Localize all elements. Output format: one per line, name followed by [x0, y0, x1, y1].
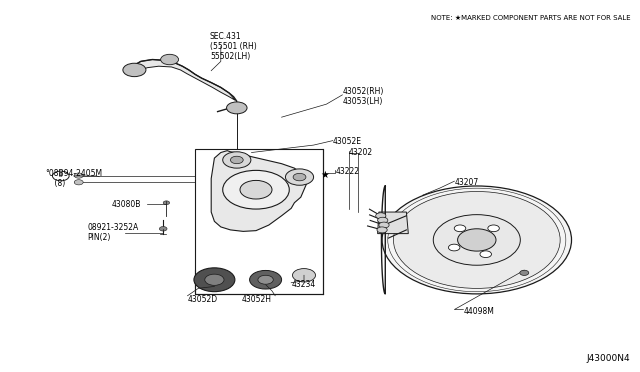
Circle shape [240, 180, 272, 199]
Circle shape [285, 169, 314, 185]
Text: 44098M: 44098M [463, 307, 494, 316]
Polygon shape [378, 212, 408, 234]
Circle shape [520, 270, 529, 275]
Polygon shape [211, 151, 307, 231]
Text: 43052H: 43052H [242, 295, 272, 304]
Circle shape [250, 270, 282, 289]
Circle shape [488, 225, 499, 232]
Circle shape [205, 274, 224, 285]
Circle shape [433, 215, 520, 265]
Text: SEC.431
(55501 (RH)
55502(LH): SEC.431 (55501 (RH) 55502(LH) [210, 32, 257, 61]
Circle shape [74, 180, 83, 185]
Circle shape [123, 63, 146, 77]
Polygon shape [131, 60, 236, 100]
Text: 43052(RH)
43053(LH): 43052(RH) 43053(LH) [342, 87, 384, 106]
Text: ★: ★ [321, 170, 330, 180]
Bar [195, 149, 323, 294]
Circle shape [376, 213, 386, 219]
Circle shape [480, 251, 492, 257]
Text: 43080B: 43080B [112, 200, 141, 209]
Circle shape [458, 229, 496, 251]
Circle shape [161, 54, 179, 65]
Circle shape [163, 201, 170, 205]
Circle shape [159, 227, 167, 231]
Circle shape [454, 225, 466, 232]
Text: NOTE: ★MARKED COMPONENT PARTS ARE NOT FOR SALE: NOTE: ★MARKED COMPONENT PARTS ARE NOT FO… [431, 15, 630, 21]
Text: B: B [59, 173, 63, 179]
Circle shape [377, 227, 387, 233]
Text: °08B94-2405M
    (8): °08B94-2405M (8) [45, 169, 102, 188]
Text: 43222: 43222 [335, 167, 360, 176]
Circle shape [292, 269, 316, 282]
Circle shape [223, 170, 289, 209]
Circle shape [394, 192, 560, 288]
Circle shape [74, 173, 83, 178]
Circle shape [379, 222, 389, 228]
Circle shape [378, 217, 388, 223]
Circle shape [194, 268, 235, 292]
Text: 43207: 43207 [454, 178, 479, 187]
Circle shape [230, 156, 243, 164]
Text: J43000N4: J43000N4 [587, 354, 630, 363]
Ellipse shape [382, 186, 572, 294]
Text: 43052D: 43052D [188, 295, 218, 304]
Text: 08921-3252A
PIN(2): 08921-3252A PIN(2) [87, 223, 138, 242]
Circle shape [258, 275, 273, 284]
Circle shape [223, 152, 251, 168]
Circle shape [227, 102, 247, 114]
Text: 43234: 43234 [291, 280, 316, 289]
Text: 43202: 43202 [349, 148, 373, 157]
Text: 43052E: 43052E [333, 137, 362, 146]
Circle shape [293, 173, 306, 181]
Circle shape [449, 244, 460, 251]
